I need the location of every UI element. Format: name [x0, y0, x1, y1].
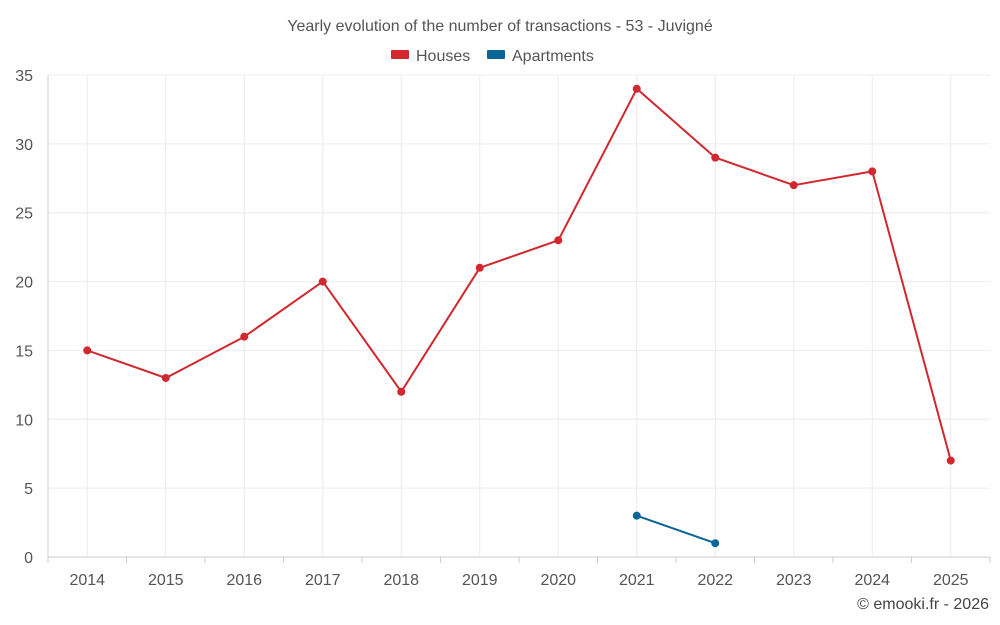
- data-point-houses[interactable]: [318, 277, 327, 286]
- x-tick-label: 2019: [462, 572, 498, 589]
- grid: [48, 74, 990, 557]
- legend-swatch-houses: [391, 50, 409, 59]
- series-houses: [83, 84, 955, 465]
- y-tick-label: 25: [15, 206, 33, 223]
- data-point-houses[interactable]: [554, 236, 563, 245]
- legend-label-houses: Houses: [416, 48, 470, 65]
- x-tick-label: 2014: [69, 572, 105, 589]
- y-tick-label: 20: [15, 275, 33, 292]
- credit-text: © emooki.fr - 2026: [857, 596, 989, 613]
- x-tick-label: 2025: [933, 572, 969, 589]
- legend-item-houses[interactable]: Houses: [391, 48, 470, 65]
- x-tick-label: 2022: [697, 572, 733, 589]
- y-tick-label: 35: [15, 68, 33, 85]
- series-line-apartments: [636, 514, 716, 545]
- data-point-houses[interactable]: [789, 181, 798, 190]
- y-tick-label: 0: [24, 550, 33, 567]
- plot-area: [83, 84, 955, 548]
- chart-title: Yearly evolution of the number of transa…: [287, 18, 713, 35]
- data-point-houses[interactable]: [946, 456, 955, 465]
- x-tick-label: 2015: [148, 572, 184, 589]
- x-tick-label: 2016: [226, 572, 262, 589]
- legend: Houses Apartments: [391, 48, 594, 65]
- legend-swatch-apartments: [487, 50, 505, 59]
- x-tick-label: 2020: [540, 572, 576, 589]
- x-tick-label: 2024: [854, 572, 890, 589]
- data-point-houses[interactable]: [711, 153, 720, 162]
- series-apartments: [632, 511, 720, 548]
- data-point-apartments[interactable]: [711, 539, 720, 548]
- y-tick-label: 30: [15, 137, 33, 154]
- x-tick-label: 2023: [776, 572, 812, 589]
- data-point-houses[interactable]: [868, 167, 877, 176]
- y-tick-label: 15: [15, 343, 33, 360]
- data-point-houses[interactable]: [240, 332, 249, 341]
- data-point-houses[interactable]: [632, 84, 641, 93]
- legend-label-apartments: Apartments: [512, 48, 594, 65]
- x-tick-label: 2018: [383, 572, 419, 589]
- data-point-houses[interactable]: [161, 373, 170, 382]
- data-point-apartments[interactable]: [632, 511, 641, 520]
- data-point-houses[interactable]: [475, 263, 484, 272]
- y-tick-label: 10: [15, 412, 33, 429]
- x-tick-label: 2017: [305, 572, 341, 589]
- y-tick-label: 5: [24, 481, 33, 498]
- legend-item-apartments[interactable]: Apartments: [487, 48, 594, 65]
- x-tick-label: 2021: [619, 572, 655, 589]
- data-point-houses[interactable]: [397, 387, 406, 396]
- series-line-houses: [86, 87, 952, 461]
- data-point-houses[interactable]: [83, 346, 92, 355]
